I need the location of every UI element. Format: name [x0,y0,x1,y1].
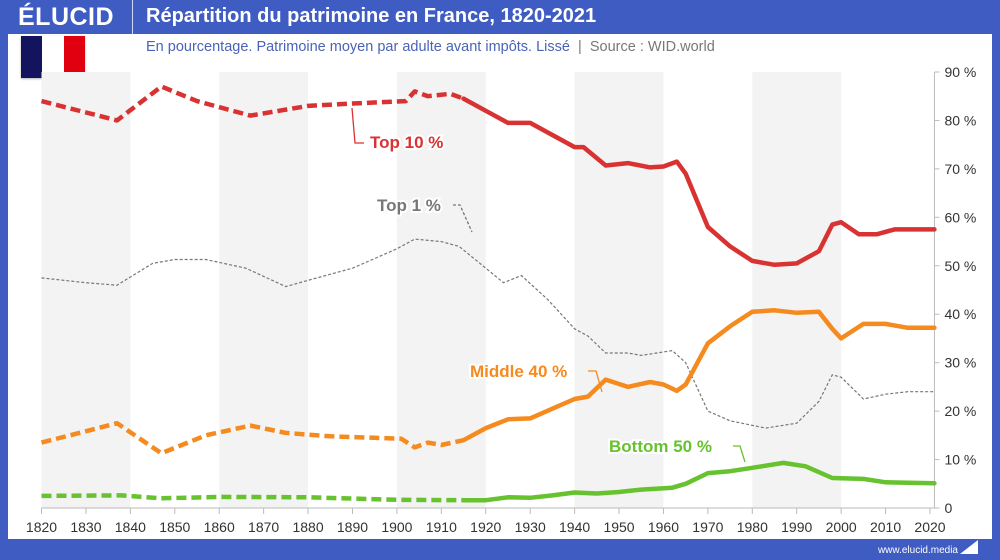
y-tick-label: 60 % [944,209,976,225]
series-line-bottom-50 [461,460,937,503]
x-tick-label: 1960 [648,519,679,535]
x-tick-label: 1840 [115,519,146,535]
series-line-bottom-50-dashed [41,493,464,503]
x-tick-label: 1940 [559,519,590,535]
series-label: Top 1 % [377,196,441,215]
label-leader-line [351,107,364,144]
chart-title: Répartition du patrimoine en France, 182… [146,5,597,27]
x-tick-label: 1880 [292,519,323,535]
x-tick-label: 1980 [737,519,768,535]
series-line-top-10 [461,96,937,268]
y-tick-label: 70 % [944,161,976,177]
x-tick-label: 1910 [426,519,457,535]
series-label: Middle 40 % [470,362,567,381]
y-tick-label: 20 % [944,403,976,419]
france-flag-icon [21,36,85,78]
x-tick-label: 1990 [781,519,812,535]
x-tick-label: 1860 [204,519,235,535]
series-line-top-10-dashed [40,84,465,123]
x-tick-label: 1950 [603,519,634,535]
shaded-band [752,72,842,508]
y-tick-label: 50 % [944,258,976,274]
x-tick-label: 1850 [159,519,190,535]
subtitle-text: En pourcentage. Patrimoine moyen par adu… [146,39,570,55]
y-tick-label: 0 [944,500,952,516]
y-tick-label: 30 % [944,355,976,371]
series-label: Bottom 50 % [609,437,712,456]
x-tick-label: 1830 [70,519,101,535]
series-line-middle-40-dashed [40,420,464,456]
x-tick-label: 1920 [470,519,501,535]
y-tick-label: 40 % [944,306,976,322]
x-tick-label: 1930 [515,519,546,535]
shaded-band [41,72,131,508]
x-tick-label: 2020 [914,519,945,535]
y-tick-label: 10 % [944,452,976,468]
footer-url[interactable]: www.elucid.media [877,545,958,556]
x-tick-label: 2010 [870,519,901,535]
x-tick-label: 1870 [248,519,279,535]
x-tick-label: 1900 [381,519,412,535]
corner-logo-icon [960,540,978,554]
label-leader-line [733,445,746,463]
source-text: Source : WID.world [589,39,715,55]
elucid-logo: ÉLUCID [18,3,115,31]
x-tick-label: 1890 [337,519,368,535]
y-tick-label: 80 % [944,112,976,128]
header-bar: ÉLUCID Répartition du patrimoine en Fran… [0,0,1000,34]
header-divider [132,0,133,34]
x-tick-label: 1970 [692,519,723,535]
label-leader-line [453,204,473,233]
series-label: Top 10 % [370,133,443,152]
series-line-top-1 [41,238,935,429]
shaded-band [574,72,664,508]
shaded-band [219,72,309,508]
chart-subtitle: En pourcentage. Patrimoine moyen par adu… [146,39,715,55]
x-tick-label: 1820 [26,519,57,535]
subtitle-separator: | [578,39,582,55]
label-leader-line [588,370,603,393]
x-tick-label: 2000 [826,519,857,535]
series-line-middle-40 [461,308,937,443]
y-tick-label: 90 % [944,64,976,80]
